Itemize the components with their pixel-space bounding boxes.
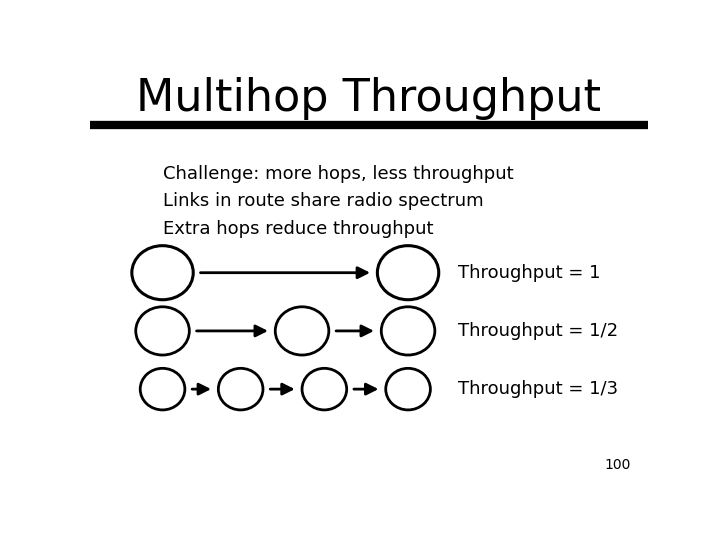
Text: Throughput = 1/2: Throughput = 1/2 — [459, 322, 618, 340]
Text: Multihop Throughput: Multihop Throughput — [136, 77, 602, 119]
Text: 100: 100 — [605, 458, 631, 472]
Text: Throughput = 1/3: Throughput = 1/3 — [459, 380, 618, 398]
Text: Throughput = 1: Throughput = 1 — [459, 264, 600, 282]
Text: Challenge: more hops, less throughput
Links in route share radio spectrum
Extra : Challenge: more hops, less throughput Li… — [163, 165, 513, 238]
